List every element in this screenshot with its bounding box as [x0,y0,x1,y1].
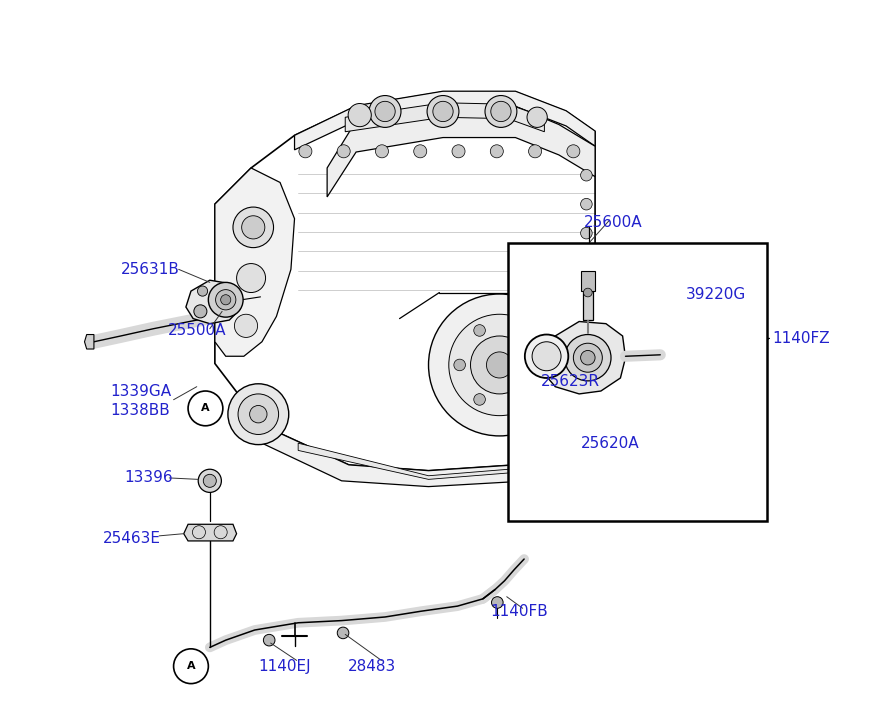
Circle shape [250,406,267,423]
Circle shape [580,169,592,181]
Circle shape [198,286,207,296]
Circle shape [238,394,278,435]
Polygon shape [186,280,242,324]
Polygon shape [346,103,544,132]
Circle shape [376,145,388,158]
Text: 1338BB: 1338BB [110,403,169,418]
Circle shape [492,597,503,608]
Text: 25463E: 25463E [103,531,160,546]
Text: A: A [201,403,210,414]
Circle shape [233,207,274,248]
Circle shape [491,101,511,121]
Circle shape [532,342,561,371]
Text: 1140EJ: 1140EJ [259,659,311,674]
Text: 1140FZ: 1140FZ [773,331,830,345]
Circle shape [514,393,525,405]
Circle shape [198,469,222,492]
Text: A: A [187,662,195,671]
Bar [580,270,595,291]
Circle shape [529,145,541,158]
Circle shape [485,95,517,127]
Circle shape [723,363,742,382]
Circle shape [299,145,312,158]
Polygon shape [183,524,237,541]
Circle shape [221,294,230,305]
Circle shape [525,334,568,378]
Circle shape [567,145,579,158]
Polygon shape [540,321,626,394]
Circle shape [580,372,592,384]
Circle shape [490,145,503,158]
Circle shape [580,257,592,268]
Circle shape [215,289,236,310]
Circle shape [474,393,486,405]
Circle shape [580,343,592,355]
Circle shape [584,288,592,297]
Text: 25600A: 25600A [584,214,643,230]
Circle shape [208,282,243,317]
Circle shape [235,314,258,337]
Circle shape [414,145,427,158]
Circle shape [452,145,465,158]
Circle shape [580,198,592,210]
Text: 1339GA: 1339GA [110,384,171,398]
Text: 25620A: 25620A [580,435,639,451]
Circle shape [564,334,611,381]
Polygon shape [299,443,573,479]
Polygon shape [294,91,595,150]
Circle shape [338,627,349,639]
Text: 25631B: 25631B [120,262,180,277]
Circle shape [580,285,592,297]
Circle shape [338,145,350,158]
Polygon shape [215,168,294,356]
Circle shape [533,359,545,371]
Polygon shape [262,422,595,486]
Circle shape [573,343,602,372]
Circle shape [580,350,595,365]
Circle shape [194,305,207,318]
Bar [583,291,593,320]
Circle shape [474,325,486,337]
Polygon shape [84,334,94,349]
Text: 39220G: 39220G [686,287,746,302]
Circle shape [369,95,401,127]
Circle shape [348,103,371,126]
Circle shape [433,101,453,121]
Circle shape [237,264,266,292]
Text: 13396: 13396 [124,470,173,486]
Circle shape [203,474,216,487]
Text: 25500A: 25500A [167,324,226,338]
Text: 28483: 28483 [347,659,396,674]
Circle shape [514,325,525,337]
Circle shape [449,314,550,416]
Circle shape [242,216,265,239]
Circle shape [263,635,275,646]
Circle shape [375,101,395,121]
Circle shape [454,359,465,371]
Circle shape [527,107,548,127]
Circle shape [580,398,592,409]
Circle shape [429,294,571,436]
Circle shape [427,95,459,127]
Circle shape [228,384,289,445]
Polygon shape [327,106,595,197]
Circle shape [470,336,528,394]
Bar [509,243,767,521]
Circle shape [580,228,592,239]
Text: 25623R: 25623R [540,374,600,389]
Circle shape [486,352,512,378]
Circle shape [580,314,592,326]
Text: 1140FB: 1140FB [490,603,548,619]
